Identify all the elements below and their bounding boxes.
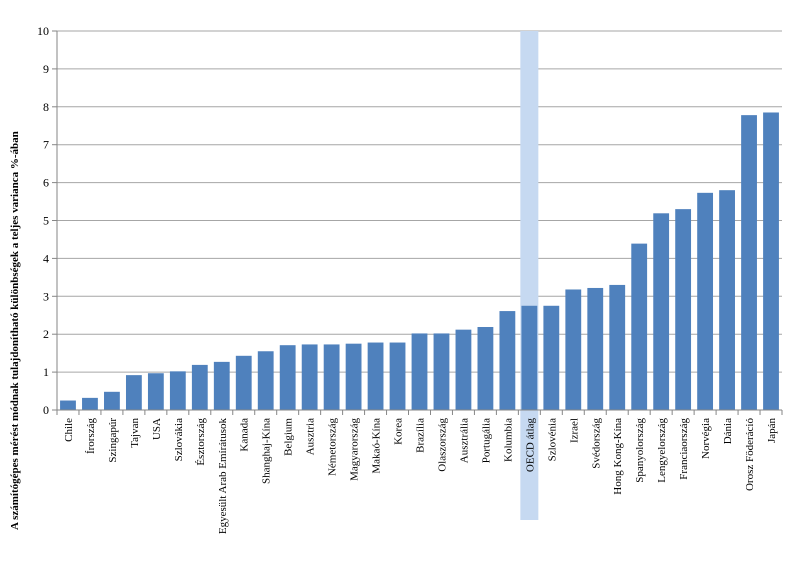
category-label: Németország <box>327 418 339 477</box>
category-label: Franciaország <box>678 418 690 480</box>
y-tick-label: 8 <box>43 100 49 114</box>
category-label: Olaszország <box>436 418 448 472</box>
category-label: Szlovákia <box>173 418 185 461</box>
category-label: USA <box>151 418 163 440</box>
category-label: Belgium <box>283 418 295 456</box>
category-label: Lengyelország <box>656 418 668 483</box>
category-label: Magyarország <box>349 418 361 481</box>
category-label: Makaó-Kína <box>371 418 383 474</box>
y-tick-label: 3 <box>43 289 49 303</box>
bar <box>697 192 714 410</box>
bar <box>60 400 76 410</box>
category-label: Ausztria <box>305 418 317 455</box>
category-label: Spanyolország <box>634 418 646 483</box>
bar <box>565 289 582 410</box>
y-tick-labels: 0 1 2 3 4 5 6 7 8 9 10 <box>37 24 49 417</box>
y-tick-label: 7 <box>43 138 49 152</box>
bar <box>213 361 230 410</box>
category-label: Írország <box>85 418 97 455</box>
bar <box>235 355 252 410</box>
category-label: Brazília <box>415 418 427 453</box>
bar <box>169 371 186 410</box>
category-label: Dánia <box>722 418 734 444</box>
bar <box>279 345 296 410</box>
bar <box>345 343 362 410</box>
bar <box>301 344 318 410</box>
category-label: Egyesült Arab Emírátusok <box>217 418 229 535</box>
category-label: Chile <box>63 418 75 442</box>
y-tick-label: 0 <box>43 403 49 417</box>
bar <box>499 311 516 410</box>
bar <box>675 209 692 410</box>
bar <box>147 373 164 410</box>
category-label: Ausztrália <box>458 418 470 463</box>
category-label: Korea <box>393 418 405 445</box>
y-tick-label: 6 <box>43 176 49 190</box>
y-axis-label: A számítógépes mérést módnak tulajdoníth… <box>9 131 21 530</box>
bar <box>323 344 340 410</box>
category-label: Tajvan <box>129 418 141 448</box>
category-label: OECD átlag <box>524 418 536 473</box>
bar <box>191 364 208 410</box>
gridlines <box>57 30 782 373</box>
category-label: Norvégia <box>700 418 712 459</box>
category-labels: Chile Írország Szingapúr Tajvan USA Szlovákia… <box>63 418 778 535</box>
bar <box>125 375 142 410</box>
y-tick-label: 5 <box>43 214 49 228</box>
y-tick-label: 10 <box>37 24 49 38</box>
bar <box>587 287 604 410</box>
bar <box>82 397 98 410</box>
category-label: Portugália <box>480 418 492 463</box>
bar <box>257 351 274 410</box>
category-label: Szlovénia <box>546 418 558 461</box>
bar <box>741 115 757 410</box>
y-tick-label: 2 <box>43 327 49 341</box>
category-label: Észtország <box>195 418 207 466</box>
bar <box>367 342 384 410</box>
bar <box>411 333 428 410</box>
y-tick-label: 4 <box>43 251 49 265</box>
bar <box>477 326 494 410</box>
bar <box>433 333 450 410</box>
category-label: Japán <box>766 418 778 444</box>
axes <box>52 30 783 415</box>
category-label: Svédország <box>590 418 602 469</box>
bar <box>763 112 779 411</box>
bar <box>521 305 538 410</box>
category-label: Orosz Föderáció <box>744 418 756 492</box>
bar <box>719 190 735 410</box>
category-label: Hong Kong-Kína <box>612 418 624 495</box>
bar <box>543 305 560 410</box>
y-tick-label: 1 <box>43 365 49 379</box>
category-label: Kanada <box>239 418 251 452</box>
bar <box>389 342 406 410</box>
bar <box>104 391 120 410</box>
bar <box>653 213 670 410</box>
category-label: Izrael <box>568 418 580 443</box>
category-label: Kolumbia <box>502 418 514 462</box>
category-label: Shanghaj-Kína <box>261 418 273 484</box>
bar <box>631 243 648 410</box>
bar <box>455 329 472 410</box>
category-label: Szingapúr <box>107 418 119 463</box>
bar <box>609 284 626 410</box>
bars <box>60 112 779 411</box>
y-tick-label: 9 <box>43 62 49 76</box>
